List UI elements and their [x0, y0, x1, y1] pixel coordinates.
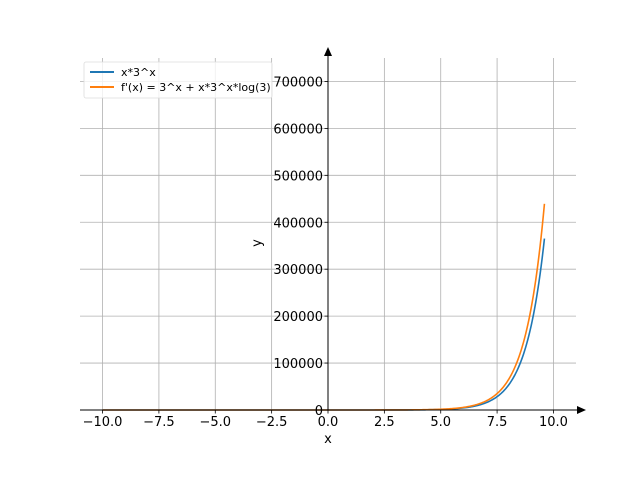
- y-tick-label: 200000: [273, 310, 323, 325]
- x-axis-arrow: [577, 406, 586, 414]
- y-axis-arrow: [324, 47, 332, 56]
- x-ticks: −10.0 −7.5 −5.0 −2.5 0.0 2.5 5.0 7.5 10.0: [83, 410, 568, 430]
- x-axis-label: x: [324, 432, 332, 447]
- x-tick-label: 7.5: [487, 415, 508, 430]
- axes: [80, 47, 586, 414]
- x-tick-label: −10.0: [83, 415, 123, 430]
- x-tick-label: 5.0: [430, 415, 451, 430]
- x-tick-label: 2.5: [374, 415, 395, 430]
- legend-box: [83, 61, 273, 99]
- y-axis-label: y: [250, 239, 265, 247]
- x-tick-label: 10.0: [539, 415, 568, 430]
- series-line-1: [102, 203, 546, 411]
- x-tick-label: −7.5: [143, 415, 175, 430]
- y-tick-label: 400000: [273, 216, 323, 231]
- y-tick-label: 300000: [273, 263, 323, 278]
- legend-label-series-1: f'(x) = 3^x + x*3^x*log(3): [121, 81, 271, 94]
- legend-label-series-0: x*3^x: [121, 66, 156, 79]
- y-tick-label: 700000: [273, 75, 323, 90]
- y-ticks: 0 100000 200000 300000 400000 500000 600000 700…: [273, 75, 328, 419]
- x-tick-label: −2.5: [256, 415, 288, 430]
- y-tick-label: 100000: [273, 357, 323, 372]
- x-tick-label: −5.0: [199, 415, 231, 430]
- series-lines: [102, 203, 546, 411]
- y-tick-label: 600000: [273, 122, 323, 137]
- series-line-0: [102, 238, 546, 411]
- x-tick-label: 0.0: [318, 415, 339, 430]
- legend: x*3^x f'(x) = 3^x + x*3^x*log(3): [83, 61, 273, 99]
- y-tick-label: 500000: [273, 169, 323, 184]
- y-tick-label: 0: [315, 404, 323, 419]
